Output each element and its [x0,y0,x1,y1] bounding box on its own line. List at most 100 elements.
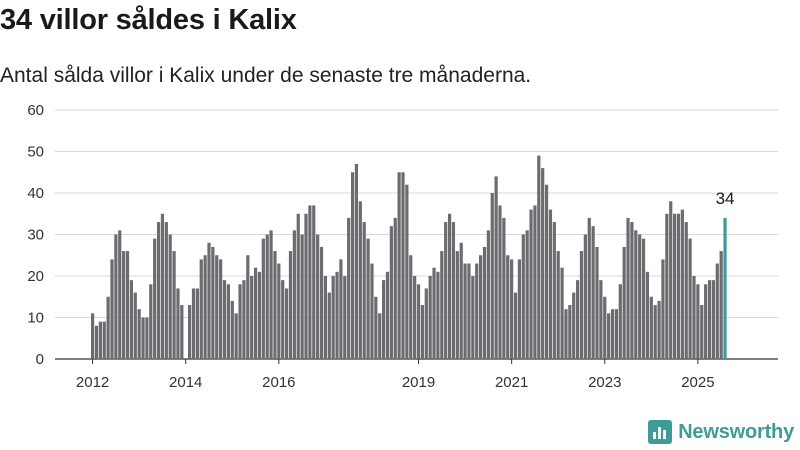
bar [273,251,277,359]
bar [288,251,293,359]
bar [719,251,723,359]
bar [665,213,669,359]
bar-highlight [723,217,727,359]
bar [599,280,603,359]
bar [354,163,359,359]
bar [397,172,401,359]
bar [304,213,308,359]
bar [114,234,118,359]
bar [475,263,479,359]
bar [180,305,184,359]
x-tick-label: 2021 [495,374,528,391]
bar [591,226,595,359]
bar [467,263,471,359]
bar [327,292,331,359]
bar [102,321,106,359]
bar [149,284,153,359]
bar [409,255,413,359]
bar [176,288,180,359]
bar [424,288,428,359]
bar [692,276,696,359]
bar [145,317,149,359]
y-tick-label: 10 [27,310,44,327]
bar [203,255,207,359]
bar [444,222,448,359]
bar [296,213,300,359]
bar [226,284,230,359]
bar [704,284,708,359]
x-tick-label: 2014 [169,374,202,391]
bar [125,251,130,359]
bar [676,213,681,359]
bar [323,276,327,359]
bar [292,230,296,359]
bar [517,259,521,359]
bar [234,313,238,359]
bar [277,263,281,359]
bar [300,234,304,359]
bar [199,259,203,359]
bar [374,296,378,359]
bar [242,280,246,359]
bar [312,205,316,359]
bar [700,305,704,359]
bar [347,217,351,359]
bar [389,226,393,359]
newsworthy-logo[interactable]: Newsworthy [648,420,794,444]
bar [188,305,192,359]
bar [564,309,568,359]
bar [207,242,211,359]
bar [378,313,382,359]
bar [669,201,673,359]
bar [490,193,494,359]
bar [502,217,506,359]
bar [482,246,487,359]
bar [614,309,618,359]
bar [94,325,99,359]
bar [250,276,254,359]
bar [447,213,452,359]
bar [416,284,421,359]
bar [707,280,712,359]
bar [711,280,715,359]
bar [688,238,692,359]
bar [191,288,196,359]
chart-title: 34 villor såldes i Kalix [0,4,297,36]
bar [393,217,397,359]
bar [638,234,642,359]
bar [657,300,661,359]
bar [211,246,215,359]
y-tick-label: 20 [27,268,44,285]
bar [459,242,463,359]
bar [696,284,700,359]
bar [544,184,549,359]
bar [133,292,137,359]
logo-text: Newsworthy [678,420,794,443]
bar [385,271,390,359]
y-axis-ticks: 0 10 20 30 40 50 60 [27,102,44,368]
bar [238,284,242,359]
bar [316,234,320,359]
bar [576,280,580,359]
y-tick-label: 60 [27,102,44,119]
bar [684,222,688,359]
bar [98,321,102,359]
bar [673,213,677,359]
bar [428,276,432,359]
bar [261,238,265,359]
bar [118,230,122,359]
bar [405,184,409,359]
bar [382,280,386,359]
bar [401,172,405,359]
y-tick-label: 30 [27,227,44,244]
bar [603,296,607,359]
bar [556,251,560,359]
bar [195,288,199,359]
x-tick-label: 2025 [681,374,714,391]
bar [350,172,355,359]
bar [525,230,529,359]
bar [537,155,541,359]
latest-value-label: 34 [716,189,735,208]
bar [172,251,176,359]
